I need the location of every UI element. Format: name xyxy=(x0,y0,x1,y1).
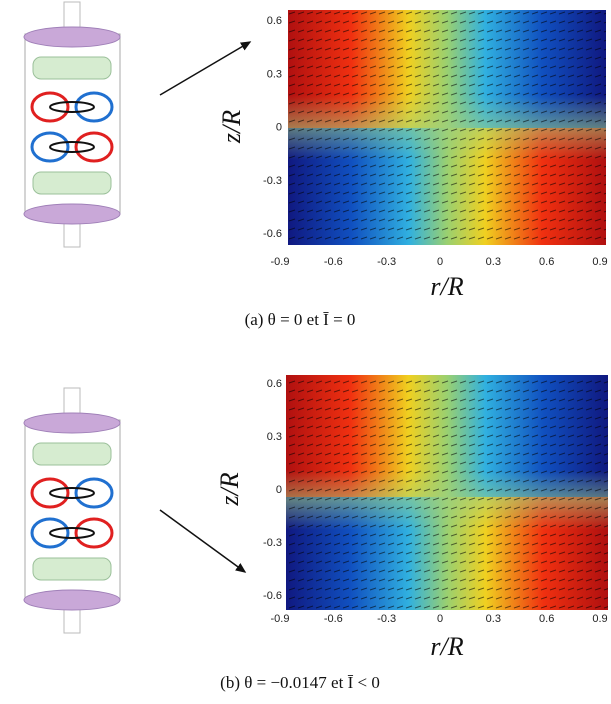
y-tick-label: -0.6 xyxy=(263,590,282,602)
arrow xyxy=(160,510,245,572)
impeller xyxy=(33,443,111,465)
x-axis-label: r/R xyxy=(430,632,463,661)
x-tick-label: 0.3 xyxy=(486,256,501,268)
lid xyxy=(24,27,120,47)
y-tick-label: -0.6 xyxy=(263,228,282,240)
impeller xyxy=(33,57,111,79)
caption: (a) θ = 0 et Ī = 0 xyxy=(245,310,356,329)
y-tick-label: 0.3 xyxy=(267,68,282,80)
schematic xyxy=(24,2,120,247)
y-tick-label: 0.6 xyxy=(267,15,282,27)
field-map xyxy=(286,375,608,610)
impeller xyxy=(33,172,111,194)
x-tick-label: 0.3 xyxy=(486,613,501,625)
x-tick-label: 0 xyxy=(437,256,443,268)
lid xyxy=(24,590,120,610)
x-tick-label: -0.9 xyxy=(271,613,290,625)
x-tick-label: -0.6 xyxy=(324,256,343,268)
caption: (b) θ = −0.0147 et Ī < 0 xyxy=(220,673,380,692)
field-map xyxy=(288,10,606,245)
y-tick-label: 0.6 xyxy=(267,378,282,390)
lid xyxy=(24,413,120,433)
x-tick-label: 0.9 xyxy=(592,613,607,625)
x-tick-label: -0.3 xyxy=(377,256,396,268)
x-tick-label: 0.6 xyxy=(539,256,554,268)
x-tick-label: 0 xyxy=(437,613,443,625)
y-tick-label: 0 xyxy=(276,122,282,134)
y-tick-label: -0.3 xyxy=(263,537,282,549)
x-tick-label: 0.6 xyxy=(539,613,554,625)
y-tick-label: -0.3 xyxy=(263,175,282,187)
y-tick-label: 0.3 xyxy=(267,431,282,443)
x-tick-label: 0.9 xyxy=(592,256,607,268)
x-tick-label: -0.9 xyxy=(271,256,290,268)
schematic xyxy=(24,388,120,633)
x-axis-label: r/R xyxy=(430,272,463,301)
arrow xyxy=(160,42,250,95)
x-tick-label: -0.6 xyxy=(324,613,343,625)
y-tick-label: 0 xyxy=(276,484,282,496)
y-axis-label: z/R xyxy=(215,472,244,506)
impeller xyxy=(33,558,111,580)
y-axis-label: z/R xyxy=(217,110,246,144)
figure: -0.9 -0.6 -0.3 0 0.3 0.6 0.9 0.6 0.3 0 -0.3 -0.6 r/R… xyxy=(0,0,611,704)
x-tick-label: -0.3 xyxy=(377,613,396,625)
lid xyxy=(24,204,120,224)
